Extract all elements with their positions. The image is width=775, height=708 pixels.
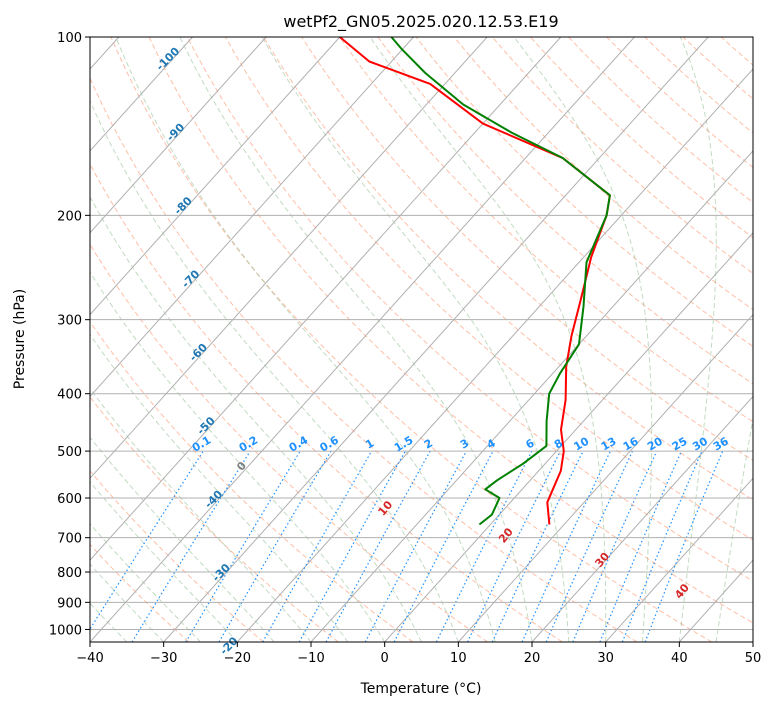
isotherm [752, 641, 753, 642]
y-tick-label: 700 [57, 532, 82, 547]
moist-adiabat [678, 37, 717, 642]
dry-adiabat [224, 37, 753, 541]
isotherm [90, 37, 341, 316]
x-tick-label: −40 [76, 651, 103, 666]
x-tick-label: 10 [450, 651, 467, 666]
isotherm [457, 313, 753, 642]
mixing-ratio-line [364, 450, 467, 642]
y-tick-label: 900 [57, 596, 82, 611]
isotherm [90, 37, 635, 642]
isotherm [605, 477, 753, 642]
chart-title: wetPf2_GN05.2025.020.12.53.E19 [283, 12, 558, 32]
isotherm [384, 231, 753, 642]
y-tick-label: 100 [57, 31, 82, 46]
moist-adiabat [261, 37, 570, 642]
dry-adiabat [90, 470, 264, 642]
isotherm [236, 68, 753, 642]
mixing-ratio-line [435, 450, 533, 642]
dewpoint-line [390, 37, 611, 526]
dry-adiabat [90, 243, 488, 642]
x-tick-label: −30 [150, 651, 177, 666]
mixing-ratio-line [572, 450, 658, 642]
x-tick-label: 30 [597, 651, 614, 666]
dry-adiabat [186, 37, 753, 582]
y-tick-label: 1000 [49, 623, 82, 638]
moist-adiabat [90, 387, 312, 642]
moist-adiabat [90, 523, 201, 642]
pressure-grid [90, 37, 753, 630]
x-axis-title: Temperature (°C) [360, 681, 482, 697]
isotherm [90, 37, 267, 234]
x-tick-label: 50 [745, 651, 762, 666]
mixing-ratio-line [545, 450, 634, 642]
dry-adiabat [759, 37, 775, 642]
dry-adiabat [148, 37, 753, 624]
moist-adiabat [90, 271, 386, 642]
profile-lines [339, 37, 611, 526]
x-tick-label: 40 [671, 651, 688, 666]
y-tick-label: 800 [57, 566, 82, 581]
moist-adiabat [90, 563, 165, 642]
x-tick-label: 20 [524, 651, 541, 666]
background-lines [90, 37, 775, 642]
dry-adiabat [90, 163, 563, 642]
x-axis-ticks: −40 −30 −20 −10 0 10 20 30 40 50 [76, 642, 761, 666]
isotherm [90, 37, 488, 480]
moist-adiabat [115, 37, 496, 642]
moist-adiabat [513, 37, 653, 642]
dry-adiabat [453, 37, 753, 311]
y-tick-label: 300 [57, 314, 82, 329]
moist-adiabat [90, 481, 238, 642]
isotherm [531, 395, 753, 642]
isotherm [310, 150, 753, 642]
moist-adiabat [90, 436, 275, 642]
x-tick-label: 0 [381, 651, 389, 666]
mixing-ratio-line [599, 450, 682, 642]
mixing-ratio-line [131, 450, 251, 642]
temperature-line [339, 37, 611, 525]
mixing-ratio-line [621, 450, 703, 642]
dry-adiabat [377, 37, 753, 385]
y-tick-label: 600 [57, 492, 82, 507]
isotherm [90, 37, 562, 561]
dry-adiabat [263, 37, 753, 501]
y-tick-label: 400 [57, 388, 82, 403]
y-axis-ticks: 100 200 300 400 500 600 700 800 900 1000 [49, 31, 90, 638]
moist-adiabat [369, 37, 607, 642]
moist-adiabat [715, 416, 753, 642]
moist-adiabat [179, 37, 533, 642]
dry-adiabat [90, 76, 638, 642]
isotherm [90, 37, 414, 398]
moist-adiabat [752, 638, 753, 642]
moist-adiabat [90, 99, 459, 642]
moist-adiabat [90, 333, 349, 642]
mixing-ratio-line [298, 450, 406, 642]
isotherm [163, 37, 709, 642]
plot-frame [89, 36, 754, 643]
y-tick-label: 200 [57, 209, 82, 224]
x-tick-label: −20 [224, 651, 251, 666]
y-axis-title: Pressure (hPa) [12, 289, 28, 389]
mixing-ratio-line [90, 450, 204, 631]
x-tick-label: −10 [297, 651, 324, 666]
mixing-ratio-line [325, 450, 431, 642]
dry-adiabat [339, 37, 753, 423]
isotherm [90, 37, 193, 152]
mixing-ratio-line [644, 450, 724, 642]
moist-adiabat [90, 195, 422, 642]
y-tick-label: 500 [57, 445, 82, 460]
